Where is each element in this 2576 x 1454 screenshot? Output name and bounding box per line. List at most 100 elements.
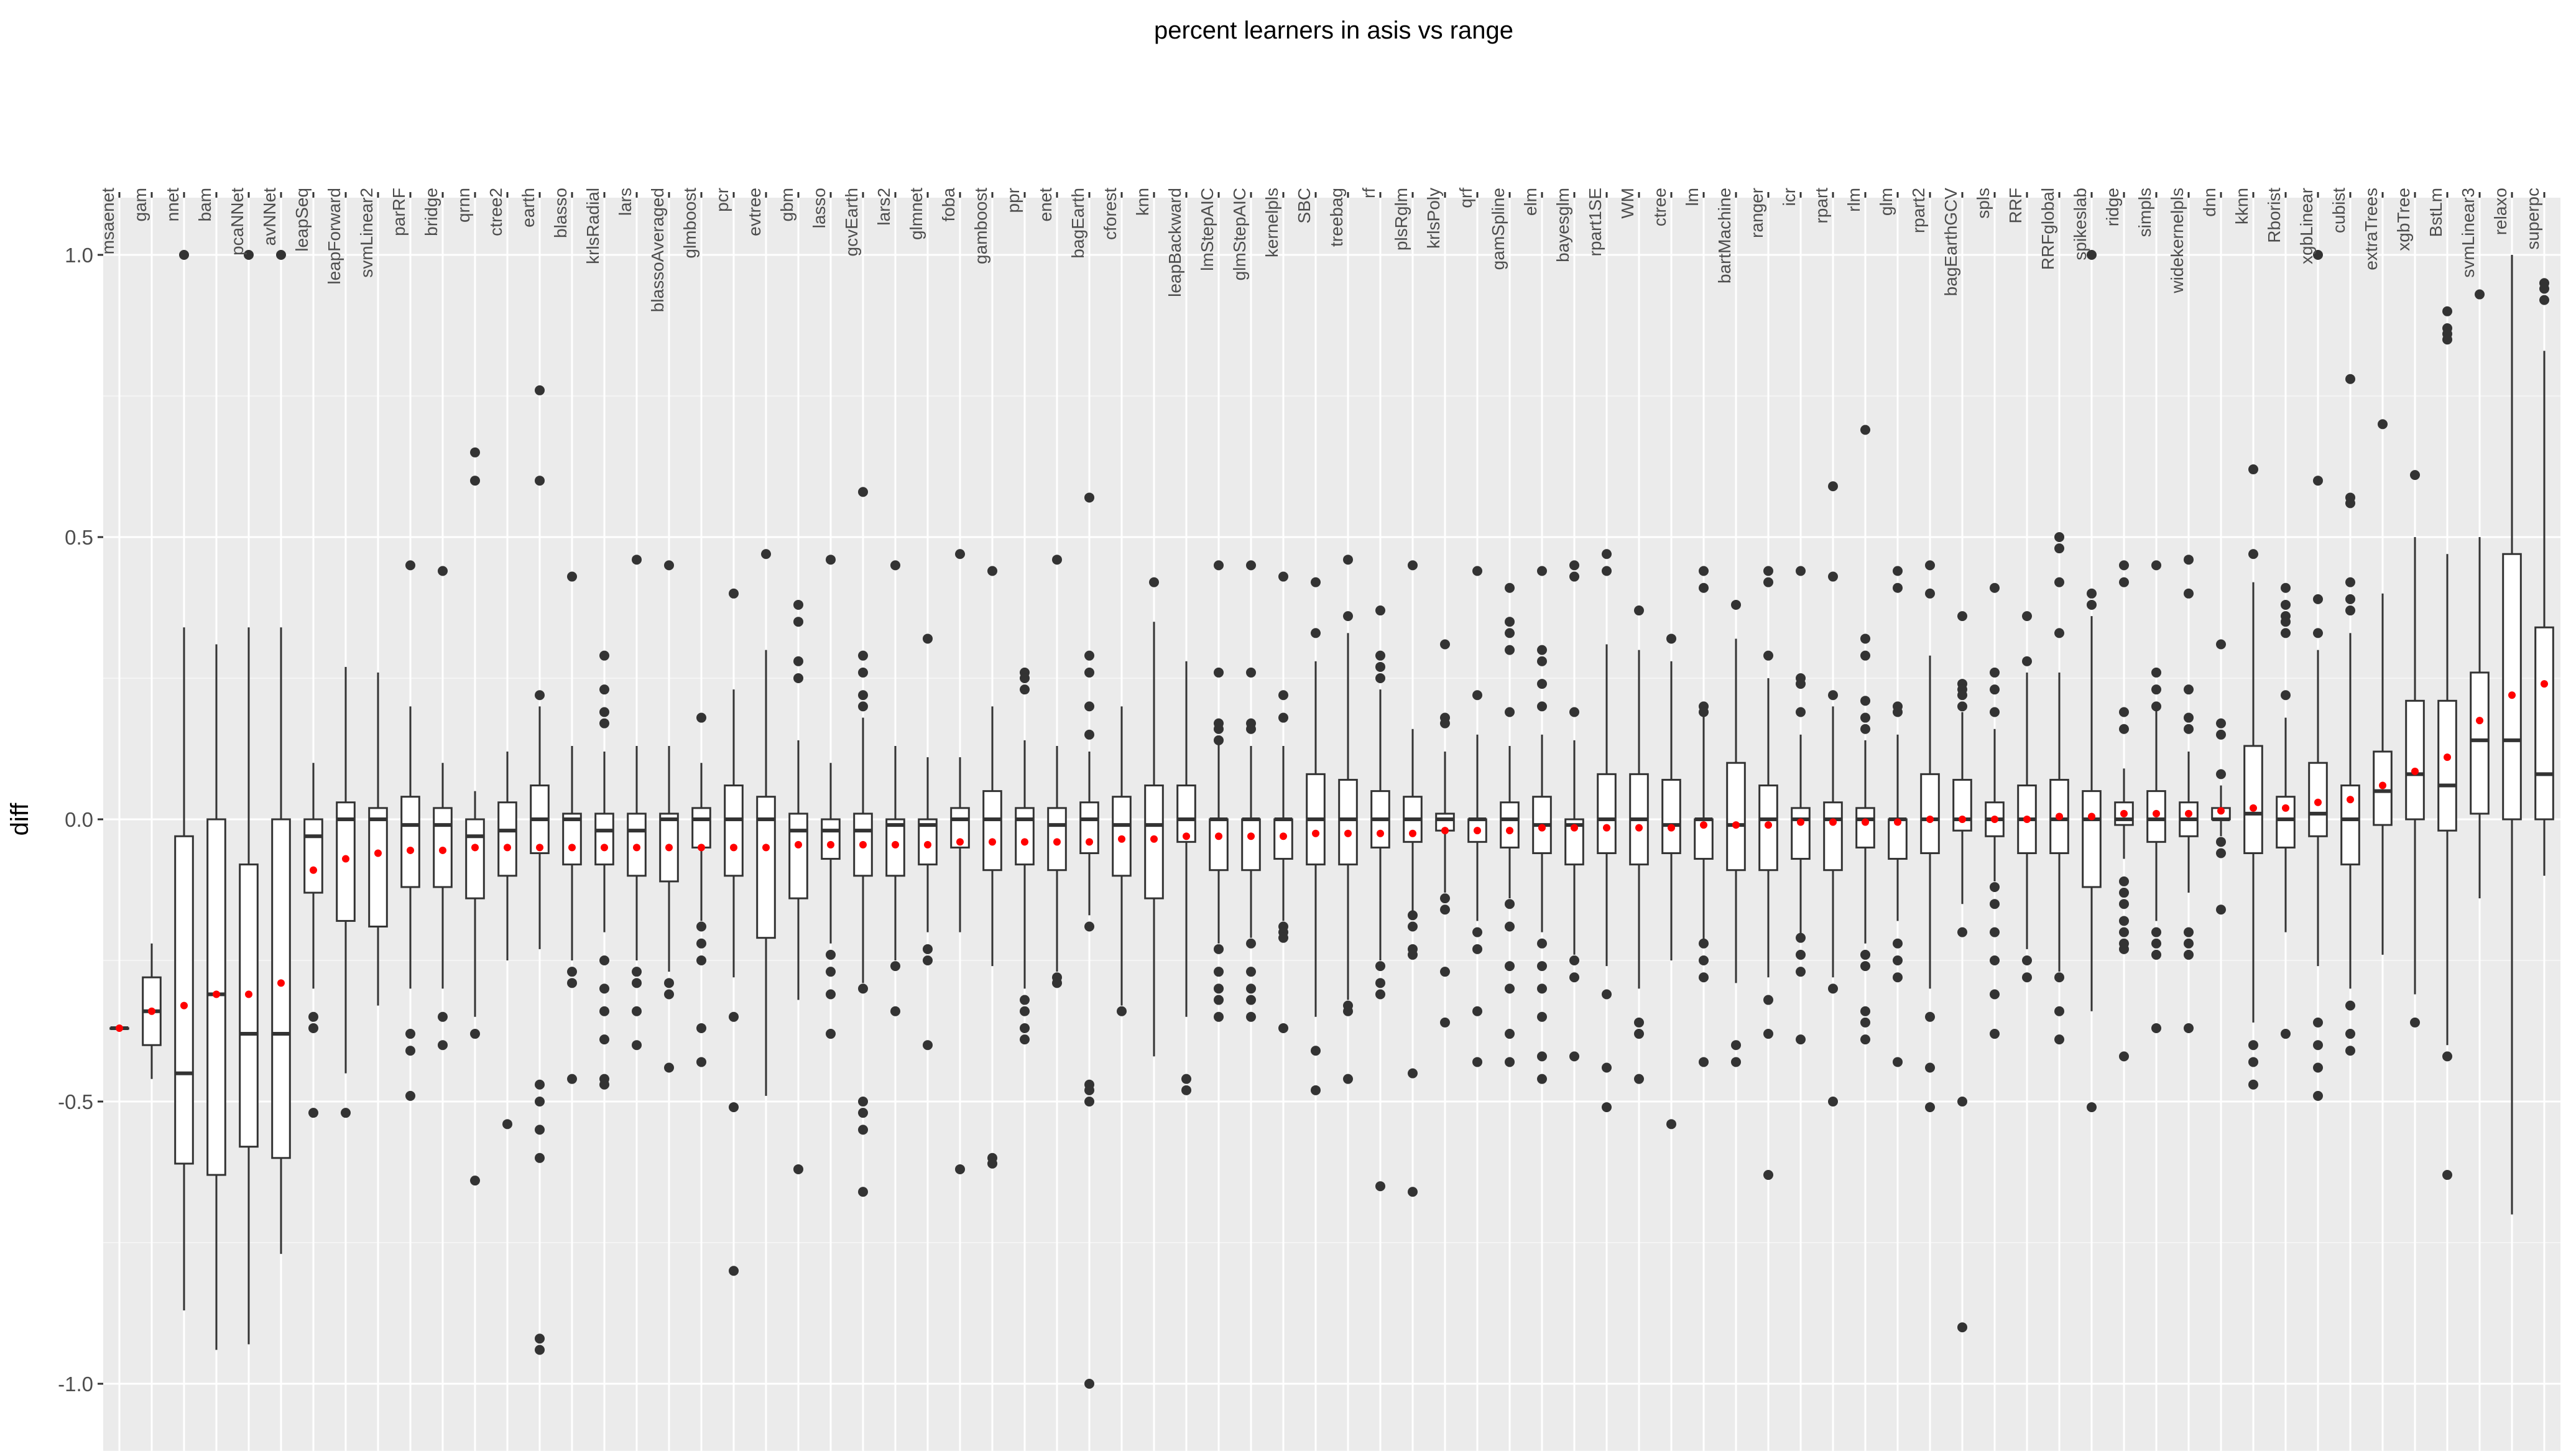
x-tick-label: glmnet <box>907 188 926 240</box>
x-tick-label: lm <box>1683 188 1702 206</box>
outlier-point <box>1763 577 1773 587</box>
outlier-point <box>1214 983 1224 994</box>
boxplot-group <box>918 633 938 1051</box>
outlier-point <box>1634 1029 1644 1039</box>
mean-point <box>2023 816 2031 823</box>
mean-point <box>1280 832 1287 840</box>
outlier-point <box>2345 594 2355 604</box>
mean-point <box>2347 796 2354 804</box>
outlier-point <box>729 588 739 599</box>
outlier-point <box>1084 1085 1094 1095</box>
mean-point <box>1894 818 1901 826</box>
x-tick-label: rpart1SE <box>1586 188 1605 257</box>
boxplot-group <box>1952 611 1972 1333</box>
outlier-point <box>1860 1017 1870 1028</box>
outlier-point <box>1343 1074 1353 1084</box>
outlier-point <box>2216 904 2226 915</box>
boxplot-group <box>2470 289 2490 899</box>
outlier-point <box>1246 724 1256 734</box>
x-tick-label: extraTrees <box>2361 188 2381 270</box>
mean-point <box>1377 829 1384 837</box>
outlier-point <box>2475 289 2485 300</box>
box <box>497 801 517 877</box>
outlier-point <box>1375 605 1385 616</box>
x-tick-label: pcr <box>713 188 732 212</box>
outlier-point <box>664 978 674 988</box>
boxplot-group <box>1758 566 1778 1180</box>
outlier-point <box>1925 1102 1935 1113</box>
outlier-point <box>2281 599 2291 610</box>
boxplot-group <box>659 560 679 1073</box>
outlier-point <box>632 1040 642 1051</box>
outlier-point <box>2248 549 2258 559</box>
x-tick-label: RRFglobal <box>2038 188 2057 270</box>
boxplot-group <box>982 566 1002 1169</box>
outlier-point <box>2054 1034 2064 1045</box>
outlier-point <box>2119 707 2129 717</box>
outlier-point <box>535 1125 545 1135</box>
boxplot-group <box>1726 599 1746 1067</box>
outlier-point <box>761 549 771 559</box>
x-tick-label: earth <box>519 188 538 228</box>
outlier-point <box>405 560 415 571</box>
outlier-point <box>1602 989 1612 1000</box>
mean-point <box>1862 818 1869 826</box>
outlier-point <box>1311 577 1321 587</box>
outlier-point <box>2184 684 2194 695</box>
outlier-point <box>1537 961 1547 972</box>
outlier-point <box>535 476 545 486</box>
box <box>1726 762 1746 872</box>
outlier-point <box>793 673 803 683</box>
outlier-point <box>1214 967 1224 977</box>
x-tick-label: gamSpline <box>1489 188 1508 270</box>
mean-point <box>2185 809 2192 817</box>
outlier-point <box>2151 1023 2161 1033</box>
boxplot-group <box>1112 706 1132 1016</box>
outlier-point <box>729 1102 739 1113</box>
outlier-point <box>438 566 448 576</box>
outlier-point <box>1472 1057 1482 1067</box>
boxplot-group <box>368 672 388 1006</box>
box <box>1823 801 1843 872</box>
outlier-point <box>2216 837 2226 847</box>
outlier-point <box>1246 983 1256 994</box>
x-tick-label: elm <box>1521 188 1540 216</box>
boxplot-group <box>1079 492 1099 1389</box>
boxplot-group <box>2405 470 2425 1028</box>
outlier-point <box>1311 1085 1321 1095</box>
outlier-point <box>2442 306 2452 316</box>
outlier-point <box>1375 661 1385 672</box>
outlier-point <box>2313 1040 2323 1051</box>
x-tick-label: bam <box>195 188 215 221</box>
outlier-point <box>1537 938 1547 949</box>
outlier-point <box>535 690 545 701</box>
mean-point <box>2541 680 2548 688</box>
box <box>271 818 291 1159</box>
outlier-point <box>2184 949 2194 960</box>
outlier-point <box>2281 690 2291 701</box>
boxplot-group <box>853 487 873 1197</box>
x-tick-label: BstLm <box>2426 188 2445 237</box>
boxplot-group <box>821 554 841 1039</box>
outlier-point <box>1375 1181 1385 1192</box>
outlier-point <box>1505 582 1515 593</box>
outlier-point <box>2087 250 2097 260</box>
outlier-point <box>1440 967 1450 977</box>
mean-point <box>277 979 285 987</box>
x-tick-label: avNNet <box>260 188 279 246</box>
boxplot-group <box>433 566 453 1051</box>
boxplot-group <box>1791 566 1811 1045</box>
outlier-point <box>1990 707 2000 717</box>
mean-point <box>665 844 673 852</box>
x-tick-label: foba <box>939 188 958 222</box>
outlier-point <box>1084 921 1094 932</box>
outlier-point <box>535 1079 545 1090</box>
outlier-point <box>599 684 609 695</box>
outlier-point <box>2216 729 2226 740</box>
outlier-point <box>1893 955 1903 965</box>
mean-point <box>1021 838 1028 846</box>
y-tick-label: 0.5 <box>65 526 93 549</box>
x-axis-top: msaenet gam nnet bam pcaNNet avNNet leapSeq lea… <box>98 188 2546 312</box>
outlier-point <box>1796 566 1806 576</box>
outlier-point <box>308 1108 318 1118</box>
